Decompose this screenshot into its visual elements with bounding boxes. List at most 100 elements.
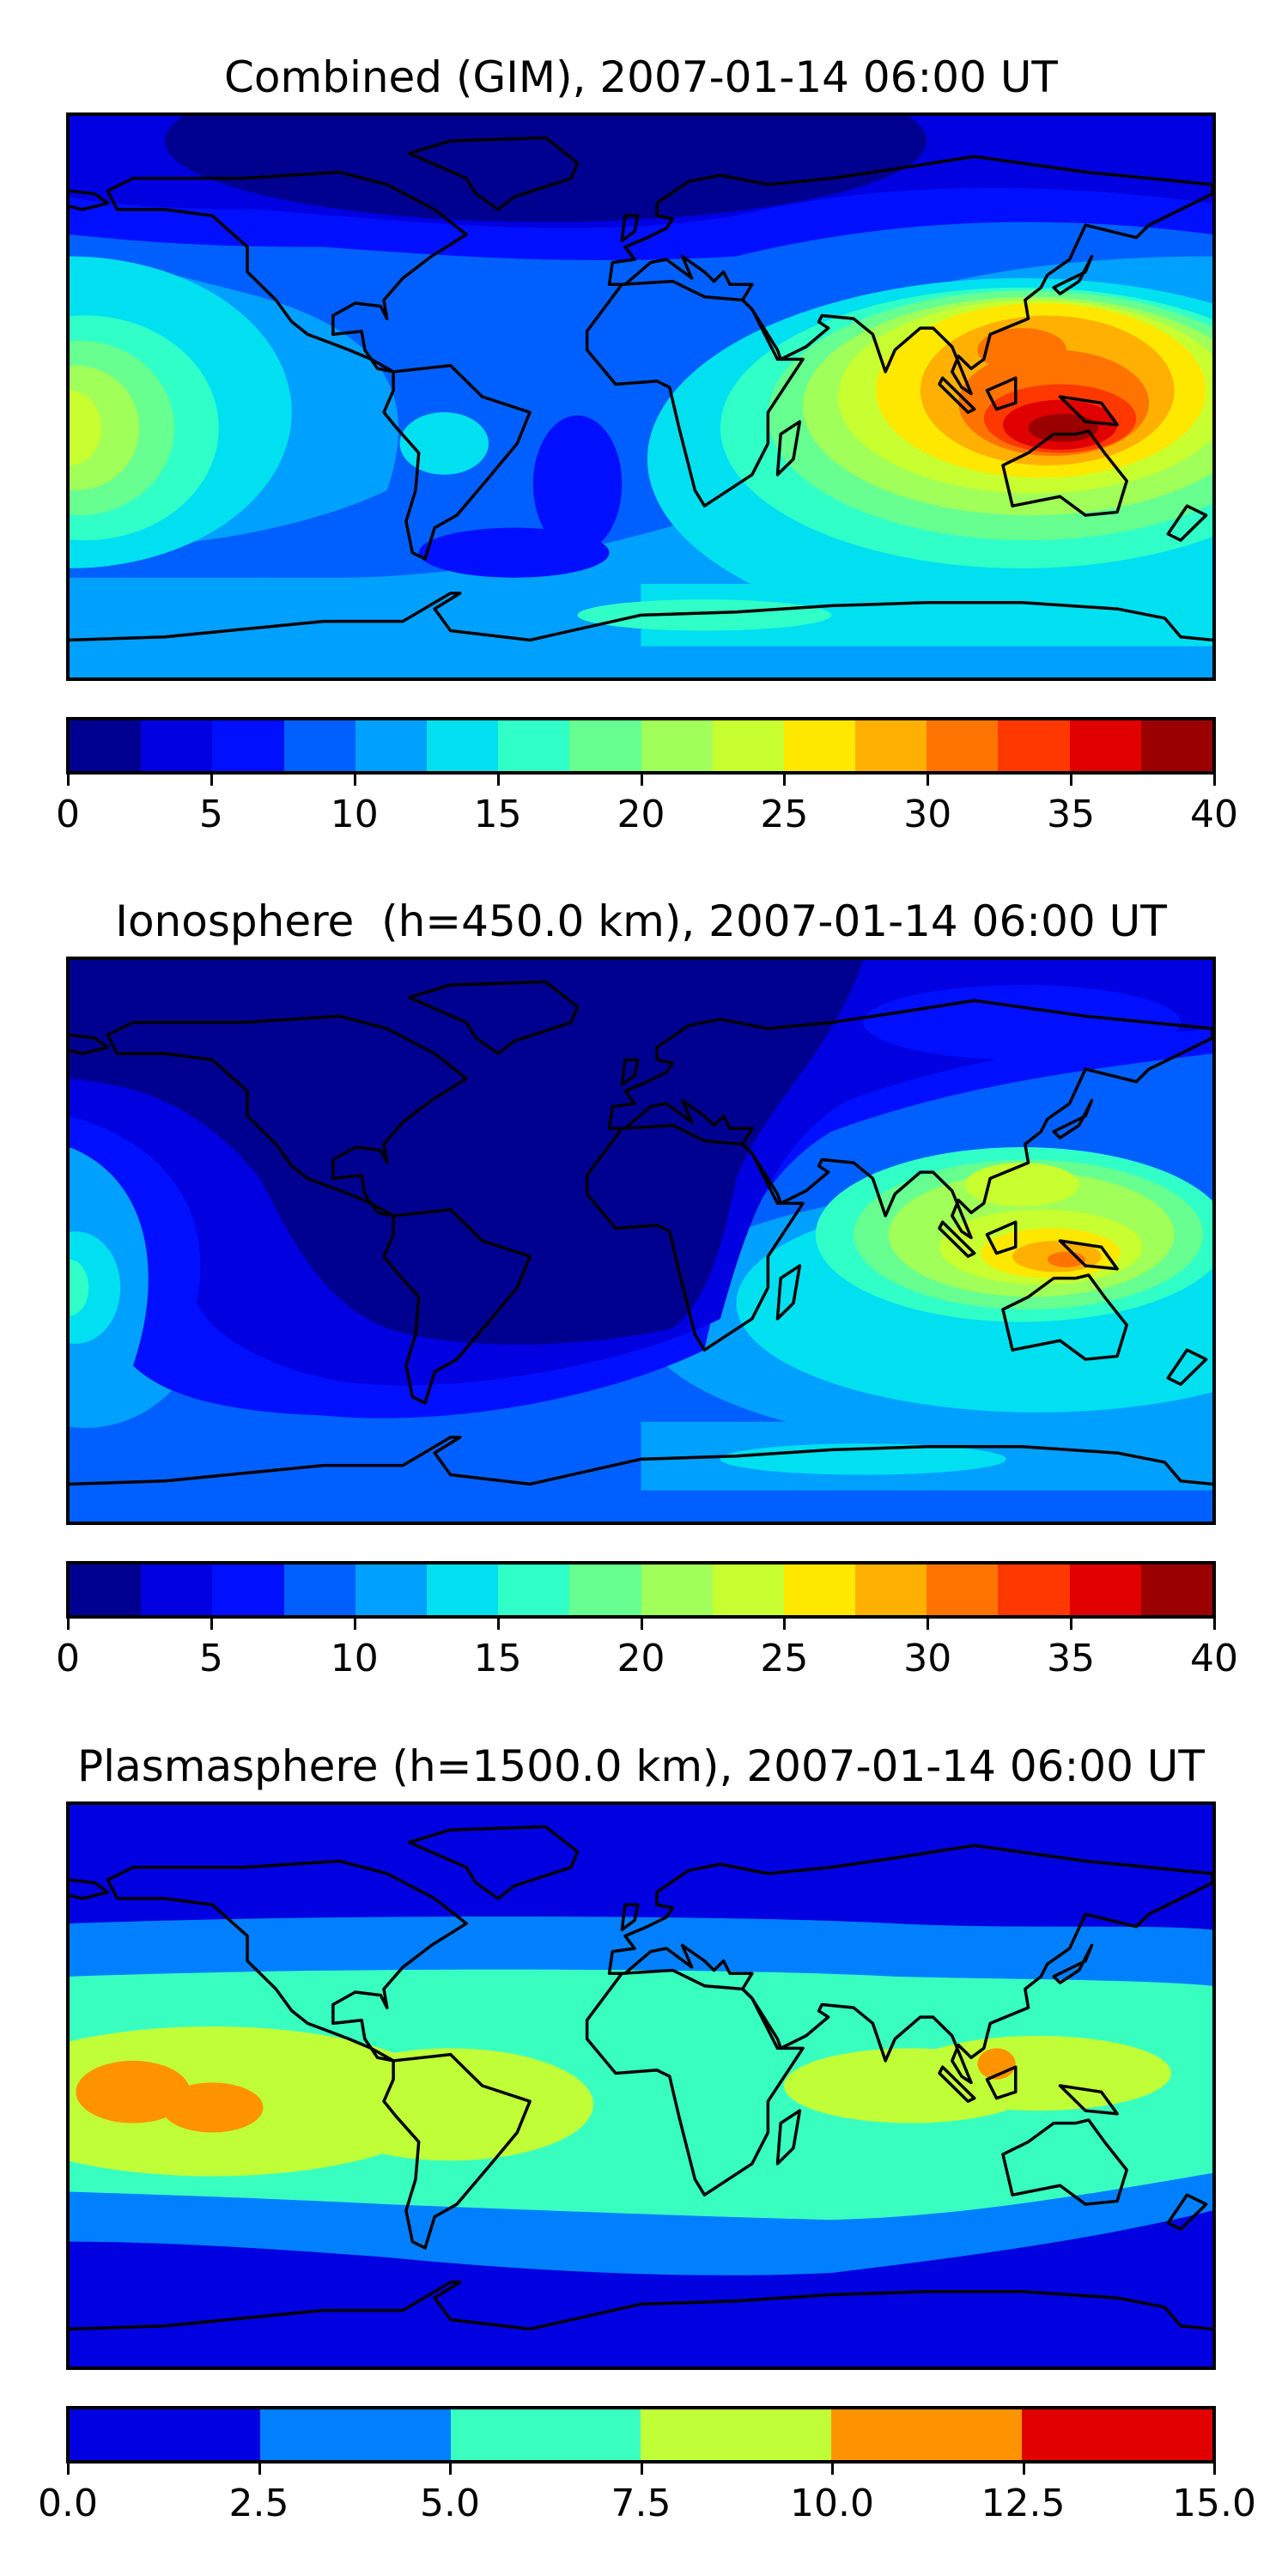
map-plot-area <box>66 112 1216 681</box>
colorbar-tick-label: 15 <box>473 1637 522 1680</box>
colorbar-ticks: 0.0 2.5 5.0 7.5 10.0 12.5 15.0 <box>38 2464 1256 2532</box>
colorbar-segment <box>927 720 999 771</box>
colorbar-tick-label: 2.5 <box>228 2482 289 2525</box>
colorbar-tick-label: 0 <box>56 1637 80 1680</box>
colorbar-segment <box>1140 720 1212 771</box>
colorbar-segment <box>712 720 784 771</box>
colorbar-segment <box>855 720 927 771</box>
colorbar-ticks: 0 5 10 15 20 25 30 35 40 <box>56 775 1238 843</box>
colorbar-segment <box>855 1564 927 1615</box>
colorbar-tick-mark <box>258 2464 261 2475</box>
colorbar-tick-mark <box>1213 775 1216 786</box>
colorbar-segment <box>450 2409 641 2460</box>
colorbar-tick-label: 20 <box>617 793 665 836</box>
colorbar-tick-label: 0 <box>56 793 80 836</box>
colorbar-tick-label: 10 <box>330 1637 379 1680</box>
colorbar-segment <box>569 1564 641 1615</box>
colorbar-segment <box>998 1564 1070 1615</box>
colorbar-tick-label: 12.5 <box>981 2482 1066 2525</box>
colorbar-segment <box>1140 1564 1212 1615</box>
colorbar-tick-label: 40 <box>1190 1637 1238 1680</box>
colorbar-tick-label: 10 <box>330 793 379 836</box>
colorbar <box>66 717 1216 775</box>
colorbar-tick-mark <box>353 775 356 786</box>
colorbar-segment <box>355 720 427 771</box>
colorbar-tick-mark <box>67 2464 70 2475</box>
colorbar-segment <box>212 720 284 771</box>
colorbar-segment <box>70 1564 142 1615</box>
colorbar-tick-mark <box>1213 1619 1216 1630</box>
chart-title: Plasmasphere (h=1500.0 km), 2007-01-14 0… <box>77 1741 1205 1791</box>
colorbar-tick-mark <box>640 2464 643 2475</box>
colorbar-tick-mark <box>1070 775 1073 786</box>
colorbar-tick-mark <box>496 1619 500 1630</box>
colorbar-segment <box>1022 2409 1212 2460</box>
colorbar-tick-label: 20 <box>617 1637 665 1680</box>
colorbar-tick-mark <box>1022 2464 1025 2475</box>
colorbar-segment <box>1069 1564 1141 1615</box>
colorbar-tick-label: 0.0 <box>38 2482 98 2525</box>
colorbar <box>66 2406 1216 2464</box>
colorbar-tick-mark <box>640 775 643 786</box>
colorbar-tick-mark <box>353 1619 356 1630</box>
colorbar-segment <box>283 720 355 771</box>
colorbar-tick-mark <box>1213 2464 1216 2475</box>
colorbar-segment <box>70 720 142 771</box>
contour-map <box>70 1805 1212 2366</box>
colorbar-tick-mark <box>210 1619 213 1630</box>
colorbar-segment <box>498 1564 570 1615</box>
colorbar-tick-label: 15 <box>473 793 522 836</box>
colorbar-segment <box>212 1564 284 1615</box>
colorbar-tick-label: 35 <box>1047 793 1096 836</box>
colorbar-segment <box>283 1564 355 1615</box>
colorbar-tick-label: 25 <box>760 793 809 836</box>
panel-ionosphere: Ionosphere (h=450.0 km), 2007-01-14 06:0… <box>0 844 1288 1703</box>
colorbar-segment <box>426 1564 499 1615</box>
contour-map <box>70 960 1212 1522</box>
panel-plasmasphere: Plasmasphere (h=1500.0 km), 2007-01-14 0… <box>0 1689 1288 2548</box>
colorbar-tick-label: 35 <box>1047 1637 1096 1680</box>
colorbar-segment <box>355 1564 427 1615</box>
chart-title: Ionosphere (h=450.0 km), 2007-01-14 06:0… <box>115 896 1167 946</box>
colorbar-tick-mark <box>67 775 70 786</box>
colorbar-tick-mark <box>927 775 930 786</box>
colorbar-segment <box>783 1564 856 1615</box>
colorbar-segment <box>1069 720 1141 771</box>
colorbar-tick-mark <box>496 775 500 786</box>
colorbar <box>66 1561 1216 1619</box>
colorbar-tick-mark <box>1070 1619 1073 1630</box>
colorbar-segment <box>927 1564 999 1615</box>
colorbar-tick-mark <box>783 775 787 786</box>
colorbar-segment <box>426 720 499 771</box>
colorbar-tick-mark <box>640 1619 643 1630</box>
colorbar-segment <box>259 2409 451 2460</box>
colorbar-tick-label: 25 <box>760 1637 809 1680</box>
colorbar-segment <box>641 2409 832 2460</box>
contour-map <box>70 116 1212 677</box>
colorbar-tick-mark <box>210 775 213 786</box>
colorbar-tick-mark <box>67 1619 70 1630</box>
panel-combined-gim: Combined (GIM), 2007-01-14 06:00 UT <box>0 0 1288 859</box>
colorbar-tick-mark <box>831 2464 834 2475</box>
colorbar-segment <box>783 720 856 771</box>
colorbar-tick-mark <box>783 1619 787 1630</box>
colorbar-segment <box>712 1564 784 1615</box>
colorbar-segment <box>141 1564 213 1615</box>
colorbar-tick-label: 10.0 <box>790 2482 874 2525</box>
colorbar-segment <box>569 720 641 771</box>
colorbar-segment <box>998 720 1070 771</box>
colorbar-tick-label: 5 <box>198 1637 223 1680</box>
colorbar-tick-mark <box>927 1619 930 1630</box>
colorbar-tick-label: 5.0 <box>420 2482 480 2525</box>
colorbar-tick-mark <box>449 2464 452 2475</box>
colorbar-tick-label: 7.5 <box>611 2482 671 2525</box>
map-plot-area <box>66 957 1216 1525</box>
map-plot-area <box>66 1801 1216 2370</box>
colorbar-tick-label: 15.0 <box>1172 2482 1256 2525</box>
colorbar-tick-label: 5 <box>198 793 223 836</box>
colorbar-tick-label: 30 <box>903 793 952 836</box>
colorbar-segment <box>498 720 570 771</box>
colorbar-tick-label: 30 <box>903 1637 952 1680</box>
colorbar-segment <box>70 2409 260 2460</box>
colorbar-segment <box>641 720 713 771</box>
